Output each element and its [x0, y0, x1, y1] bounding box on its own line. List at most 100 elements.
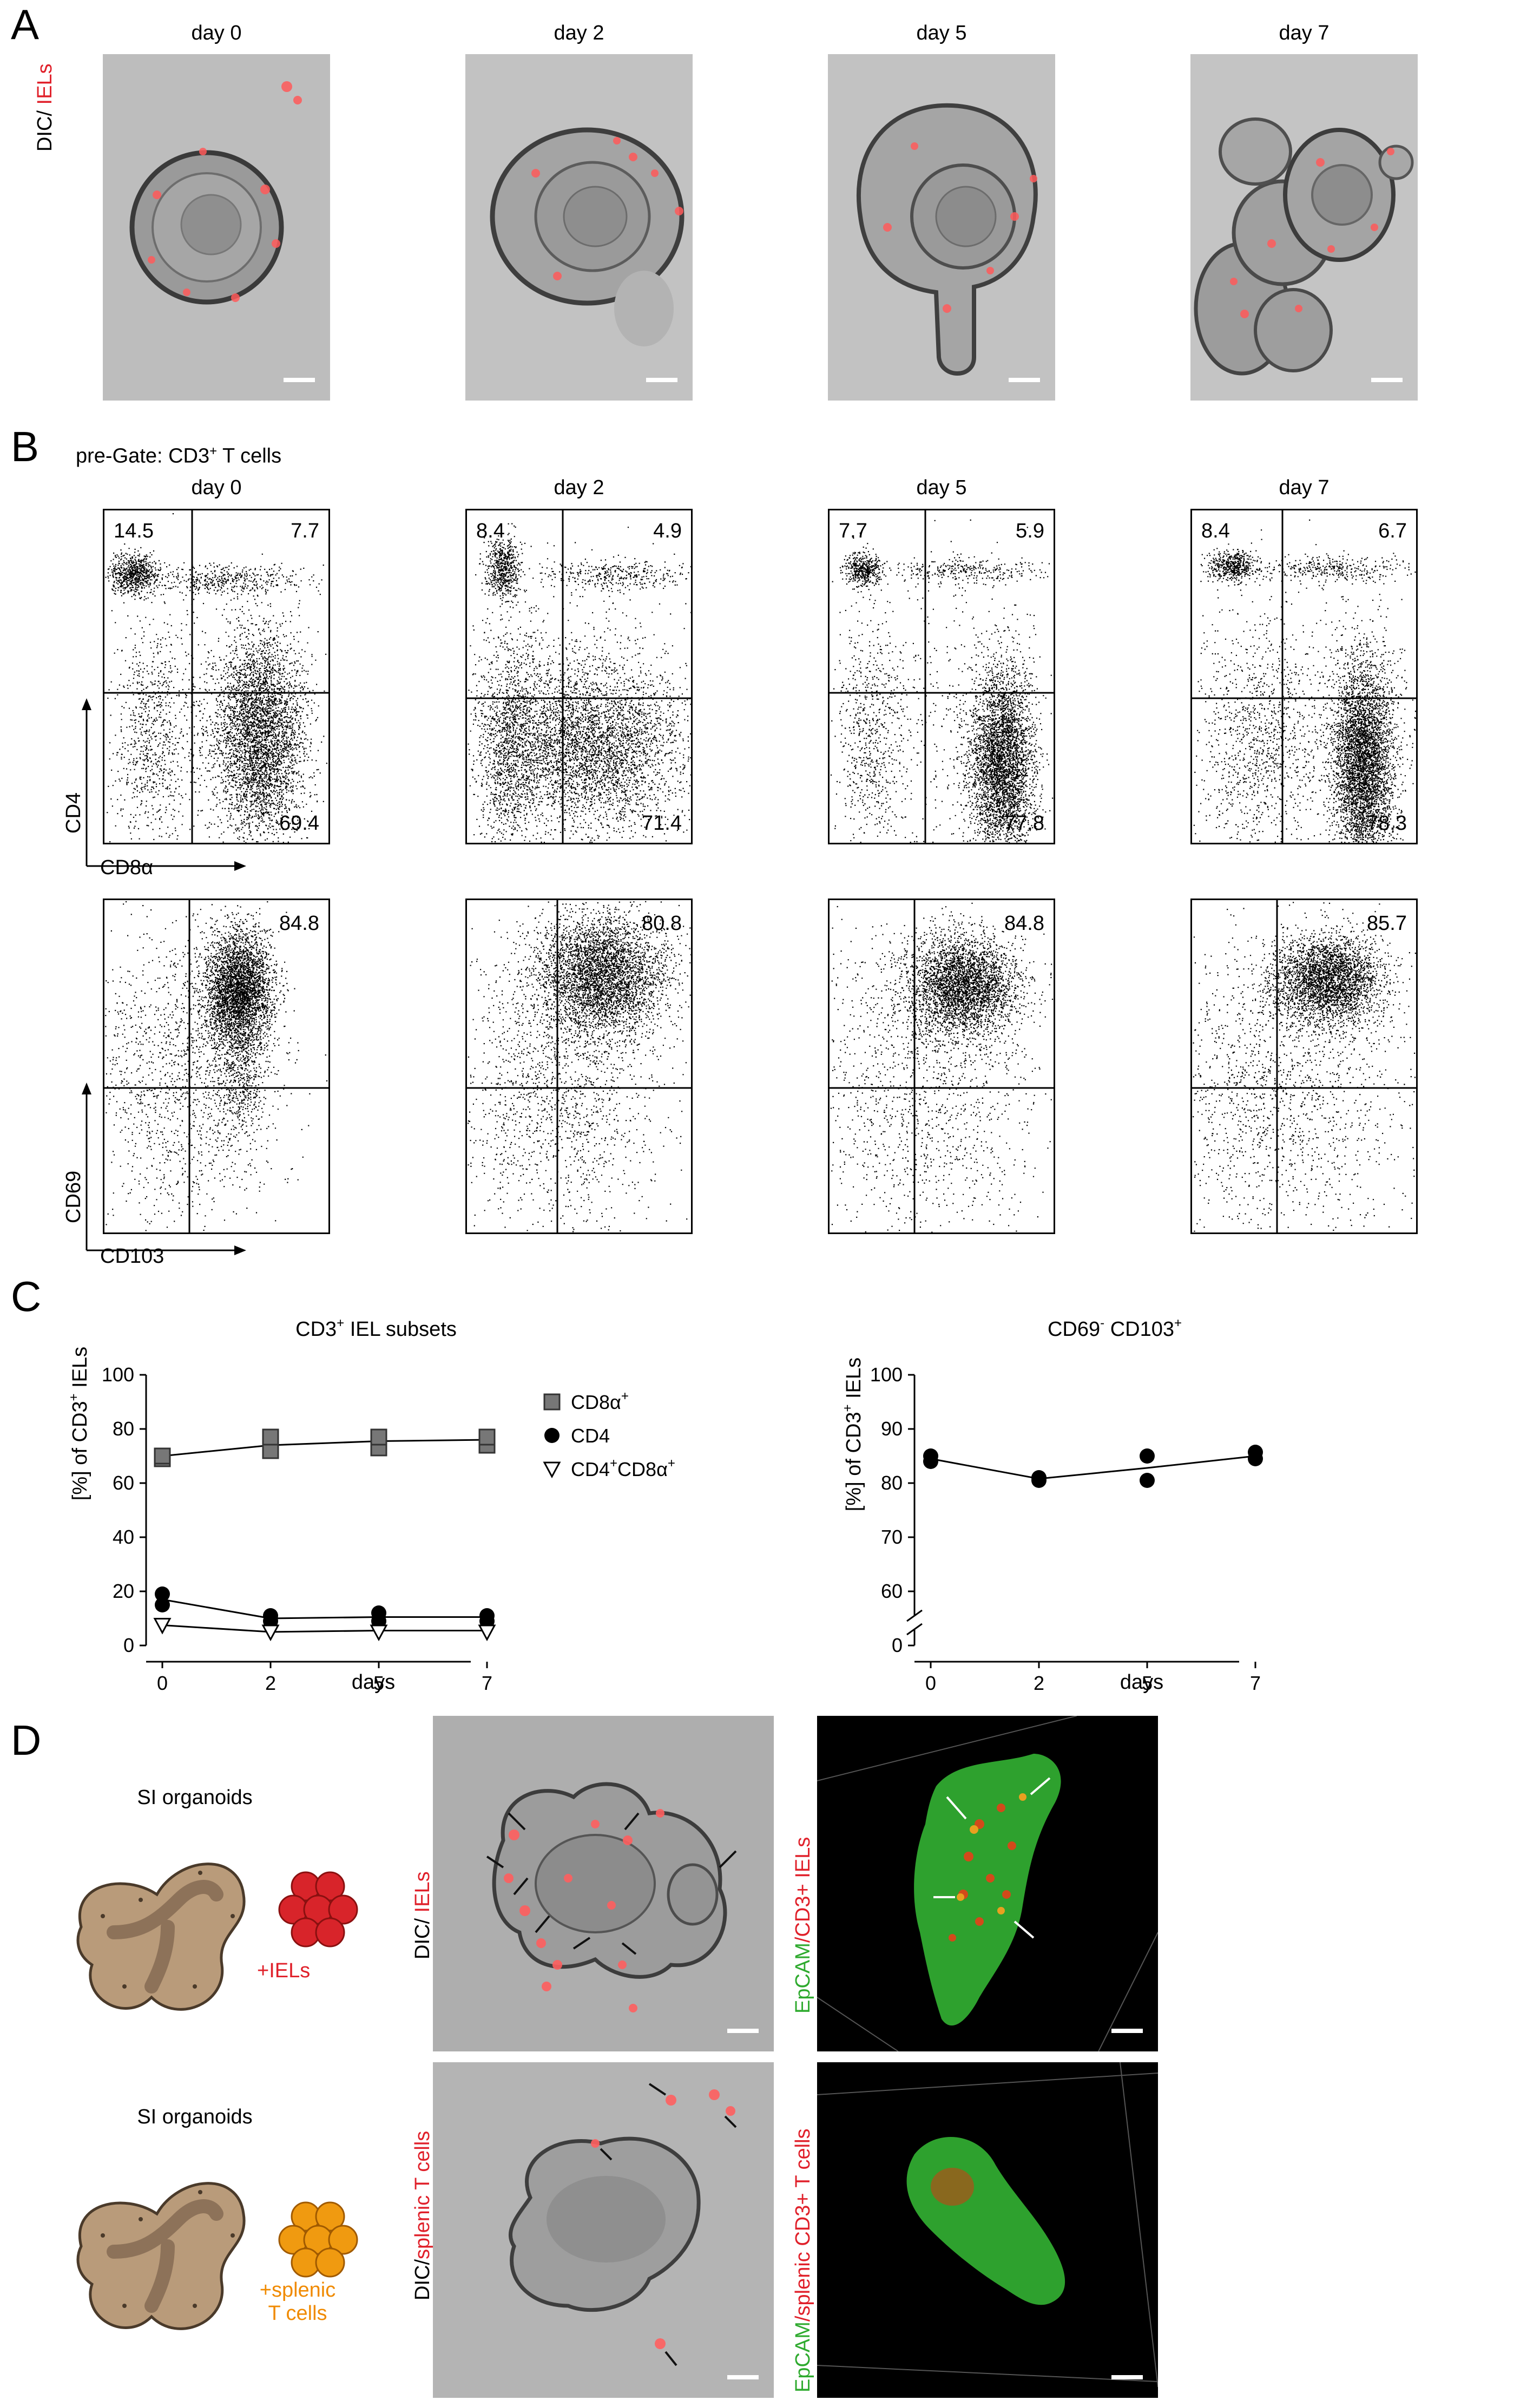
chart-2-title: CD69- CD103+ [1048, 1316, 1182, 1341]
series-line [162, 1439, 488, 1457]
data-point-triangle [370, 1624, 388, 1642]
pregate-label: pre-Gate: CD3+ T cells [76, 444, 281, 468]
panel-b-day-label-2: day 5 [916, 476, 967, 499]
data-point-circle [1031, 1470, 1047, 1485]
pregate-text: pre-Gate: CD3 [76, 444, 210, 468]
cd4-axis-label: CD4 [62, 792, 85, 834]
dic-iels-colored: IELs [411, 1871, 434, 1913]
chart-cd69-cd103: CD69- CD103+ 0 60 70 80 90 100 0 2 5 7 [%] of CD3… [840, 1316, 1263, 1694]
chart-1-ytick: 100 [102, 1363, 134, 1386]
data-point-square [262, 1428, 279, 1446]
chart-2-ytick: 90 [881, 1418, 903, 1440]
chart-2-xlabel: days [1120, 1671, 1163, 1694]
chart-1-title: CD3+ IEL subsets [295, 1316, 457, 1341]
scale-bar [1371, 378, 1403, 382]
confocal-iels-label: EpCAM/CD3+ IELs [792, 1837, 815, 2014]
chart-2-xtick: 5 [1142, 1672, 1153, 1694]
series-line [162, 1624, 487, 1633]
organoid-splenic-illustration [76, 2182, 358, 2330]
cd69-cd103-pct-0: 84.8 [279, 912, 319, 935]
confocal-splenic-label: EpCAM/splenic CD3+ T cells [792, 2128, 815, 2392]
confocal-iels-epcam: EpCAM [792, 1943, 814, 2014]
dic-splenic-colored: splenic T cells [411, 2130, 434, 2259]
data-point-square [543, 1393, 561, 1411]
axis-break-mark [906, 1609, 923, 1622]
data-point-triangle [543, 1461, 561, 1479]
chart-2-xtick: 7 [1250, 1672, 1261, 1694]
quad-ur-1: 4.9 [653, 520, 682, 542]
chart-1-ytick: 20 [113, 1580, 134, 1602]
chart-2-xtick: 0 [925, 1672, 936, 1694]
dic-splenic-label: DIC/splenic T cells [411, 2131, 435, 2300]
chart-2-xtick: 2 [1034, 1672, 1044, 1694]
panel-letter-c: C [11, 1273, 42, 1320]
series-line [930, 1455, 1256, 1480]
data-point-circle [923, 1448, 938, 1464]
micrograph-day-0 [103, 54, 330, 401]
data-point-circle [263, 1608, 278, 1623]
series-line [162, 1598, 487, 1619]
axis-break-mark [906, 1623, 923, 1636]
panel-a-day-label-2: day 5 [916, 22, 967, 44]
scale-bar [727, 2029, 759, 2033]
confocal-splenic-cd3: /splenic CD3+ T cells [792, 2128, 814, 2322]
organoid-1-label: SI organoids [137, 1786, 253, 1809]
scale-bar [727, 2375, 759, 2379]
pregate-sup: + [209, 444, 218, 458]
quad-ul-2: 7.7 [839, 520, 867, 542]
scale-bar [646, 378, 677, 382]
data-point-square [478, 1428, 496, 1446]
quad-ul-3: 8.4 [1201, 520, 1230, 542]
panel-a-day-label-0: day 0 [191, 22, 242, 44]
legend-entry: CD8α+ [571, 1389, 629, 1413]
scale-bar [1111, 2029, 1143, 2033]
flow-plot-cd69-cd103-day-7 [1190, 899, 1418, 1234]
data-point-circle [1140, 1473, 1155, 1488]
flow-plot-cd4-cd8-day-7 [1190, 509, 1418, 844]
dic-image-iels [433, 1716, 774, 2051]
scale-bar [1111, 2375, 1143, 2379]
dic-iels-label: DIC/ IELs [411, 1871, 435, 1959]
flow-plot-cd4-cd8-day-5 [828, 509, 1055, 844]
flow-plot-cd4-cd8-day-2 [465, 509, 693, 844]
scale-bar [284, 378, 315, 382]
data-point-circle [155, 1586, 170, 1602]
panel-a-day-label-3: day 7 [1279, 22, 1330, 44]
dic-image-splenic [433, 2062, 774, 2398]
chart-2-ytick: 100 [870, 1363, 903, 1386]
scale-bar [1009, 378, 1040, 382]
organoid-2-add-line1: +splenic [259, 2279, 336, 2301]
chart-1-ytick: 80 [113, 1418, 134, 1440]
dic-iels-prefix: DIC/ [411, 1912, 434, 1959]
quad-lr-3: 78.3 [1367, 812, 1407, 835]
chart-1-xlabel: days [352, 1671, 395, 1694]
cd69-cd103-pct-1: 80.8 [642, 912, 682, 935]
quad-ur-2: 5.9 [1016, 520, 1044, 542]
legend-entry: CD4 [571, 1425, 610, 1447]
data-point-circle [1248, 1445, 1263, 1460]
data-point-circle [155, 1597, 170, 1612]
data-point-triangle [478, 1624, 496, 1642]
micrograph-day-5 [828, 54, 1055, 401]
data-point-circle [479, 1608, 495, 1623]
chart-1-ytick: 60 [113, 1472, 134, 1494]
quad-ur-3: 6.7 [1378, 520, 1407, 542]
chart-1-xtick: 5 [373, 1672, 384, 1694]
flow-plot-cd69-cd103-day-5 [828, 899, 1055, 1234]
confocal-splenic-epcam: EpCAM [792, 2322, 814, 2392]
confocal-image-iels [817, 1716, 1158, 2051]
panel-a-day-label-1: day 2 [554, 22, 604, 44]
cd69-axis-label: CD69 [62, 1170, 85, 1223]
chart-2-ylabel: [%] of CD3+ IELs [840, 1358, 865, 1511]
dic-splenic-prefix: DIC/ [411, 2259, 434, 2300]
panel-a-y-label-prefix: DIC/ [34, 104, 56, 152]
quad-lr-0: 69.4 [279, 812, 319, 835]
micrograph-day-7 [1190, 54, 1418, 401]
confocal-iels-cd3: /CD3+ IELs [792, 1837, 814, 1943]
quad-ur-0: 7.7 [291, 520, 319, 542]
data-point-square [370, 1428, 387, 1446]
data-point-circle [371, 1605, 386, 1621]
organoid-2-add-line2: T cells [268, 2302, 327, 2325]
cd103-axis-label: CD103 [100, 1245, 164, 1268]
panel-letter-d: D [11, 1716, 42, 1764]
